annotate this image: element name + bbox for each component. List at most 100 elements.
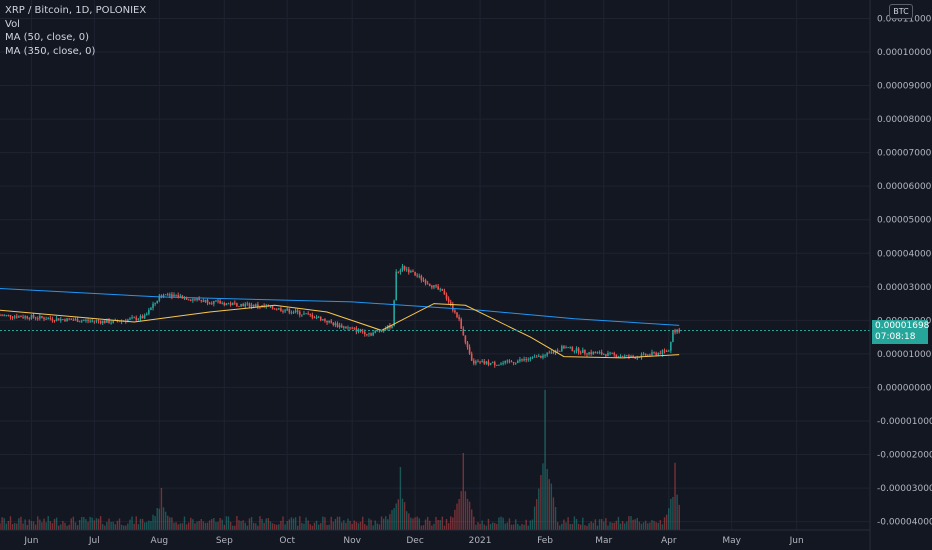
legend-ma50[interactable]: MA (50, close, 0) xyxy=(5,32,90,43)
candle-body xyxy=(655,352,657,356)
volume-bar xyxy=(152,514,154,530)
volume-bar xyxy=(62,521,64,530)
volume-bar xyxy=(475,524,477,530)
volume-bar xyxy=(45,522,47,530)
candle-body xyxy=(472,360,475,364)
volume-bar xyxy=(206,522,209,530)
currency-button[interactable]: BTC xyxy=(889,4,913,19)
candle-body xyxy=(678,329,681,332)
candle-body xyxy=(584,349,586,354)
volume-bar xyxy=(320,523,322,530)
candle-body xyxy=(194,299,196,301)
volume-bar xyxy=(326,524,328,530)
volume-bar xyxy=(160,488,163,530)
volume-bar xyxy=(332,521,335,530)
volume-bar xyxy=(502,517,504,530)
candle-body xyxy=(278,308,280,310)
volume-bar xyxy=(229,521,232,530)
volume-bar xyxy=(596,525,599,530)
volume-bar xyxy=(255,523,257,530)
candle-body xyxy=(483,361,486,364)
legend-ma350[interactable]: MA (350, close, 0) xyxy=(5,45,96,57)
volume-bar xyxy=(653,520,655,530)
volume-bar xyxy=(456,503,458,530)
volume-bar xyxy=(148,520,150,530)
volume-bar xyxy=(489,524,492,530)
candle-body xyxy=(311,314,314,318)
volume-bar xyxy=(418,518,420,530)
candle-body xyxy=(667,350,670,352)
candle-body xyxy=(573,350,576,352)
candle-body xyxy=(284,310,286,312)
candle-body xyxy=(275,309,278,311)
volume-bar xyxy=(640,523,643,530)
volume-bar xyxy=(552,497,555,530)
volume-bar xyxy=(387,519,389,530)
volume-bar xyxy=(651,520,653,530)
candle-body xyxy=(208,303,211,305)
candlesticks xyxy=(0,263,681,368)
volume-bar xyxy=(353,520,355,530)
volume-bar xyxy=(582,517,584,530)
volume-bar xyxy=(7,521,10,530)
candle-body xyxy=(449,301,452,304)
volume-bar xyxy=(569,523,571,530)
candle-body xyxy=(670,341,672,351)
volume-bar xyxy=(661,524,664,530)
symbol-title[interactable]: XRP / Bitcoin, 1D, POLONIEX xyxy=(5,5,147,16)
volume-bar xyxy=(108,518,110,530)
candle-body xyxy=(575,348,578,351)
candle-body xyxy=(418,276,421,277)
candle-body xyxy=(613,353,616,355)
volume-bar xyxy=(294,517,297,530)
candle-body xyxy=(653,352,655,354)
volume-bar xyxy=(330,516,332,530)
candle-body xyxy=(674,330,676,333)
volume-bar xyxy=(60,524,62,530)
volume-bar xyxy=(380,516,383,530)
candle-body xyxy=(139,315,142,319)
volume-bar xyxy=(246,525,249,530)
volume-bar xyxy=(5,523,7,530)
volume-bar xyxy=(164,511,167,530)
volume-bar xyxy=(28,519,31,530)
volume-bar xyxy=(303,523,305,530)
candle-body xyxy=(204,299,207,302)
volume-bar xyxy=(668,508,670,530)
volume-bar xyxy=(146,521,148,530)
y-tick-label: -0.00001000 xyxy=(877,417,932,427)
candle-body xyxy=(221,302,224,304)
volume-bar xyxy=(659,520,662,530)
volume-bar xyxy=(364,524,366,530)
volume-bar xyxy=(615,520,618,530)
candle-body xyxy=(456,312,458,318)
candle-body xyxy=(382,328,385,332)
candle-body xyxy=(523,359,525,361)
volume-bar xyxy=(280,520,282,530)
volume-bar xyxy=(215,522,217,530)
candle-body xyxy=(317,316,320,318)
time-axis[interactable]: Jun Jul Aug Sep Oct Nov Dec 2021 Feb Mar Apr May Jun xyxy=(23,536,803,546)
candle-body xyxy=(458,317,460,320)
candle-body xyxy=(428,284,431,286)
volume-bar xyxy=(347,518,349,530)
candle-body xyxy=(185,297,188,300)
volume-bar xyxy=(131,516,133,530)
x-tick-label: Feb xyxy=(537,536,553,546)
candle-body xyxy=(626,355,628,357)
candle-body xyxy=(630,355,632,357)
volume-bar xyxy=(468,501,471,530)
legend-vol[interactable]: Vol xyxy=(5,18,20,30)
volume-bar xyxy=(26,524,28,530)
candle-body xyxy=(556,350,559,352)
volume-bar xyxy=(515,519,517,530)
volume-bar xyxy=(544,390,546,530)
volume-bar xyxy=(72,516,75,530)
volume-bar xyxy=(450,516,452,530)
volume-bar xyxy=(328,524,330,530)
volume-bar xyxy=(127,523,129,530)
candle-body xyxy=(527,359,530,361)
volume-bar xyxy=(397,499,400,530)
volume-bar xyxy=(299,516,301,530)
